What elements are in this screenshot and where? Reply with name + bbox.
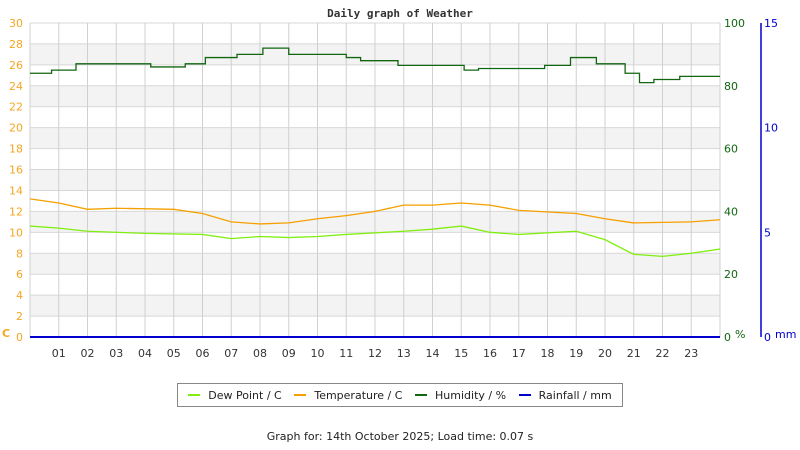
legend-item-humidity: Humidity / % xyxy=(415,389,506,402)
tick-label: 02 xyxy=(81,347,95,360)
right1-axis-unit: % xyxy=(735,328,745,341)
legend-label: Rainfall / mm xyxy=(538,388,612,402)
tick-label: 04 xyxy=(138,347,152,360)
tick-label: 0 xyxy=(764,331,771,344)
tick-label: 06 xyxy=(196,347,210,360)
legend-swatch-humidity xyxy=(415,394,428,396)
legend-swatch-rainfall xyxy=(518,394,531,396)
tick-label: 17 xyxy=(512,347,526,360)
tick-label: 20 xyxy=(724,268,738,281)
tick-label: 20 xyxy=(9,122,23,135)
tick-label: 12 xyxy=(368,347,382,360)
tick-label: 14 xyxy=(426,347,440,360)
tick-label: 09 xyxy=(282,347,296,360)
tick-label: 22 xyxy=(9,101,23,114)
tick-label: 100 xyxy=(724,17,745,30)
tick-label: 26 xyxy=(9,59,23,72)
tick-label: 01 xyxy=(52,347,66,360)
tick-label: 08 xyxy=(253,347,267,360)
tick-label: 05 xyxy=(167,347,181,360)
tick-label: 03 xyxy=(109,347,123,360)
tick-label: 28 xyxy=(9,38,23,51)
tick-label: 0 xyxy=(724,331,731,344)
right2-axis-unit: mm xyxy=(775,328,796,341)
tick-label: 13 xyxy=(397,347,411,360)
tick-label: 18 xyxy=(9,143,23,156)
legend-item-temperature: Temperature / C xyxy=(294,389,402,402)
tick-label: 10 xyxy=(311,347,325,360)
tick-label: 2 xyxy=(16,310,23,323)
tick-label: 6 xyxy=(16,268,23,281)
legend-label: Temperature / C xyxy=(314,388,403,402)
tick-label: 11 xyxy=(339,347,353,360)
tick-label: 5 xyxy=(764,226,771,239)
tick-label: 10 xyxy=(764,122,778,135)
tick-label: 80 xyxy=(724,80,738,93)
tick-label: 16 xyxy=(9,164,23,177)
tick-label: 40 xyxy=(724,205,738,218)
tick-label: 16 xyxy=(483,347,497,360)
tick-label: 4 xyxy=(16,289,23,302)
series-line xyxy=(29,225,721,258)
tick-label: 20 xyxy=(598,347,612,360)
legend-label: Dew Point / C xyxy=(208,388,282,402)
legend-label: Humidity / % xyxy=(435,388,507,402)
tick-label: 15 xyxy=(764,17,778,30)
right-axis-rainfall: 0 5 10 15 xyxy=(760,17,778,344)
tick-label: 14 xyxy=(9,184,23,197)
left-axis-unit: C xyxy=(2,327,10,340)
tick-label: 18 xyxy=(541,347,555,360)
right-axis-humidity: 0 20 40 60 80 100 xyxy=(724,17,745,344)
chart-legend: Dew Point / C Temperature / C Humidity /… xyxy=(177,383,623,407)
data-series xyxy=(29,47,721,338)
chart-title: Daily graph of Weather xyxy=(327,7,473,20)
series-line xyxy=(30,47,720,84)
legend-item-rainfall: Rainfall / mm xyxy=(518,388,612,402)
weather-chart: Daily graph of Weather 02468101214161820… xyxy=(2,7,796,360)
tick-label: 07 xyxy=(224,347,238,360)
tick-label: 8 xyxy=(16,247,23,260)
tick-label: 23 xyxy=(684,347,698,360)
tick-label: 21 xyxy=(627,347,641,360)
tick-label: 19 xyxy=(569,347,583,360)
legend-swatch-temperature xyxy=(294,394,307,396)
series-line xyxy=(29,198,721,225)
tick-label: 22 xyxy=(656,347,670,360)
x-axis-hours: 01 02 03 04 05 06 07 08 09 10 11 12 13 14 15 16 17 18 19 20… xyxy=(52,347,699,360)
tick-label: 0 xyxy=(16,331,23,344)
tick-label: 12 xyxy=(9,205,23,218)
tick-label: 24 xyxy=(9,80,23,93)
tick-label: 30 xyxy=(9,17,23,30)
tick-label: 15 xyxy=(454,347,468,360)
legend-swatch-dew-point xyxy=(188,394,201,396)
legend-item-dew-point: Dew Point / C xyxy=(188,388,282,402)
tick-label: 10 xyxy=(9,226,23,239)
graph-footer: Graph for: 14th October 2025; Load time:… xyxy=(266,430,534,443)
tick-label: 60 xyxy=(724,143,738,156)
